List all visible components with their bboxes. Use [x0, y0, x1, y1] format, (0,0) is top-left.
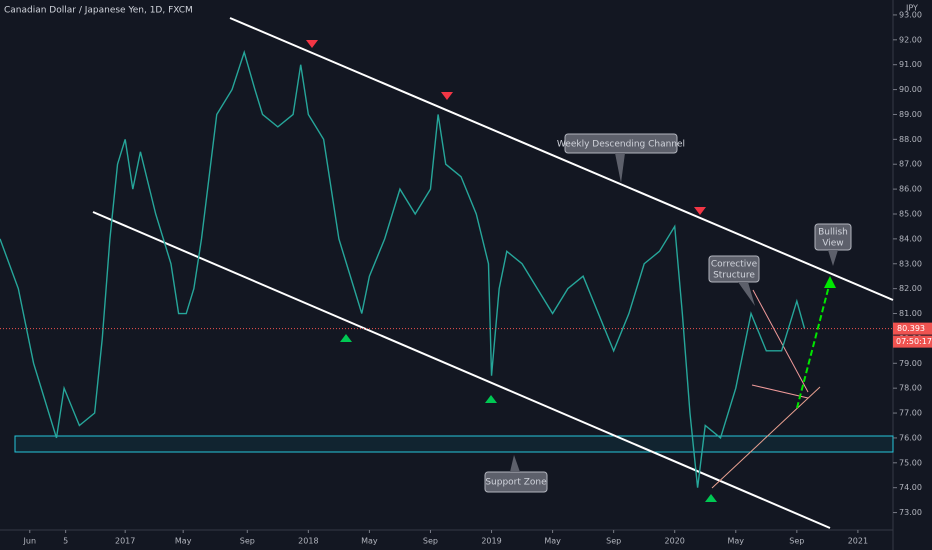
y-tick-label: 82.00 [899, 284, 922, 293]
y-tick-label: 74.00 [899, 483, 922, 492]
price-line [0, 49, 806, 488]
y-tick-label: 87.00 [899, 160, 922, 169]
y-tick-label: 89.00 [899, 110, 922, 119]
last-price: 80.393 [897, 324, 925, 333]
x-tick-label: 2017 [115, 537, 135, 546]
y-tick-label: 78.00 [899, 384, 922, 393]
x-tick-label: Sep [423, 537, 438, 546]
y-tick-label: 81.00 [899, 309, 922, 318]
y-tick-label: 73.00 [899, 508, 922, 517]
green-arrows [340, 334, 717, 502]
x-tick-label: Jun [23, 537, 37, 546]
annotation: Support Zone [485, 478, 547, 488]
y-tick-label: 90.00 [899, 85, 922, 94]
x-tick-label: May [544, 537, 561, 546]
callout-tail [510, 455, 520, 472]
x-tick-label: Sep [789, 537, 804, 546]
channel-line [229, 17, 894, 301]
annotation: Corrective [711, 260, 758, 270]
wedge-line [711, 386, 821, 489]
annotation: View [822, 239, 843, 249]
y-tick-label: 75.00 [899, 458, 922, 467]
x-tick-label: 2019 [481, 537, 501, 546]
currency: JPY [905, 4, 918, 13]
x-tick-label: May [175, 537, 192, 546]
y-tick-label: 91.00 [899, 60, 922, 69]
x-tick-label: May [361, 537, 378, 546]
x-tick-label: 5 [63, 537, 68, 546]
wedge-line [751, 384, 809, 399]
support-zone [14, 435, 894, 453]
y-tick-label: 93.00 [899, 10, 922, 19]
x-tick-label: 2020 [665, 537, 685, 546]
callout-tail [615, 153, 625, 183]
red-arrows [306, 40, 706, 215]
y-tick-label: 88.00 [899, 135, 922, 144]
chart-title: Canadian Dollar / Japanese Yen, 1D, FXCM [4, 6, 193, 16]
y-tick-label: 76.00 [899, 433, 922, 442]
x-tick-label: 2018 [298, 537, 318, 546]
y-tick-label: 92.00 [899, 35, 922, 44]
x-tick-label: Sep [240, 537, 255, 546]
annotation: Weekly Descending Channel [557, 140, 685, 150]
callout-tail [738, 282, 755, 306]
y-tick-label: 83.00 [899, 259, 922, 268]
x-tick-label: Sep [606, 537, 621, 546]
y-tick-label: 77.00 [899, 409, 922, 418]
wedge-line [752, 289, 809, 393]
y-tick-label: 85.00 [899, 209, 922, 218]
arrow-head [824, 276, 836, 288]
bullish-arrow [796, 281, 831, 409]
channel-line [92, 211, 831, 529]
y-tick-label: 86.00 [899, 185, 922, 194]
callout [708, 255, 760, 283]
callout-tail [828, 250, 838, 266]
x-tick-label: May [727, 537, 744, 546]
countdown-badge [893, 335, 932, 348]
y-tick-label: 79.00 [899, 359, 922, 368]
annotation: Structure [713, 271, 755, 281]
y-tick-label: 84.00 [899, 234, 922, 243]
x-tick-label: 2021 [848, 537, 868, 546]
price-badge [893, 322, 932, 335]
annotation: Bullish [818, 228, 848, 238]
countdown: 07:50:17 [896, 337, 932, 346]
